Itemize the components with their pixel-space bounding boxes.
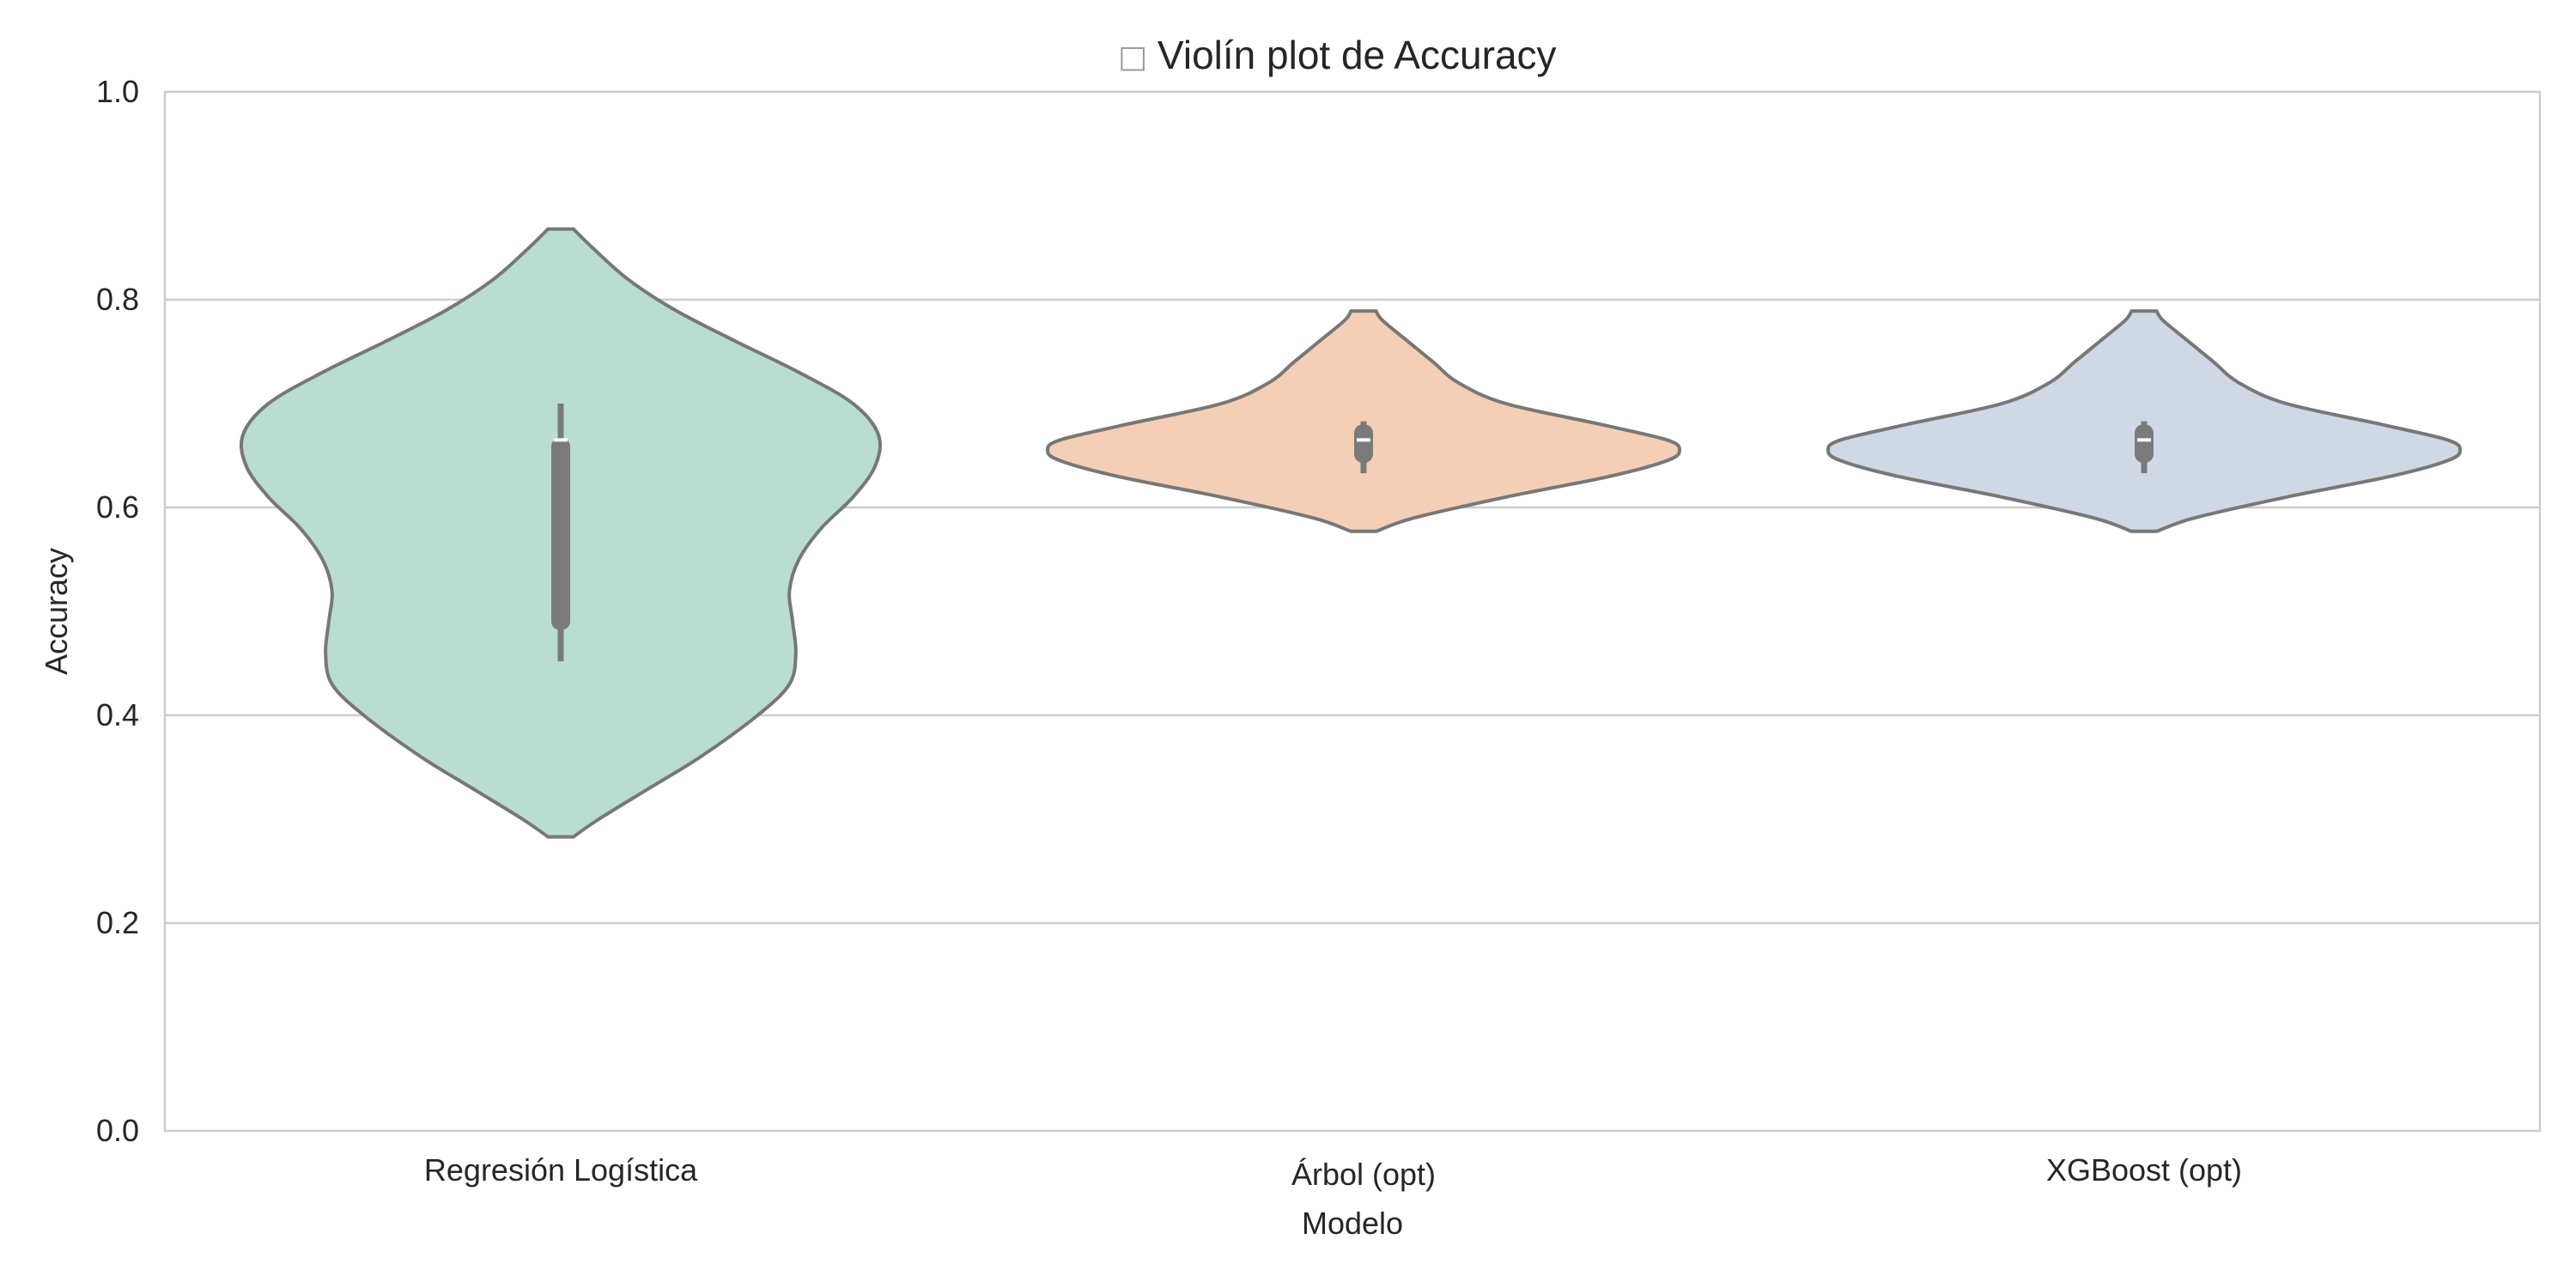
chart-title: □ Violín plot de Accuracy xyxy=(1118,33,1557,77)
chart-title-text: Violín plot de Accuracy xyxy=(1157,33,1557,77)
title-missing-glyph-icon: □ xyxy=(1118,39,1147,75)
iqr-box xyxy=(551,437,570,630)
inner-boxes xyxy=(551,404,2154,662)
x-tick-label: XGBoost (opt) xyxy=(2046,1152,2242,1188)
y-tick-label: 0.8 xyxy=(96,282,139,317)
x-tick-label: Árbol (opt) xyxy=(1291,1157,1436,1192)
y-tick-label: 0.2 xyxy=(96,905,139,940)
x-axis-label: Modelo xyxy=(1302,1206,1403,1241)
y-tick-label: 0.4 xyxy=(96,697,139,732)
plot-frame xyxy=(163,90,2542,1133)
violins xyxy=(239,227,2463,839)
iqr-box xyxy=(2135,424,2154,463)
violin-3 xyxy=(1826,309,2463,533)
y-tick-labels: 0.0 0.2 0.4 0.6 0.8 1.0 xyxy=(96,74,139,1148)
x-tick-label: Regresión Logística xyxy=(424,1152,698,1188)
y-tick-label: 0.6 xyxy=(96,489,139,525)
y-tick-label: 1.0 xyxy=(96,74,139,109)
violin-2 xyxy=(1045,309,1682,533)
iqr-box xyxy=(1354,424,1373,463)
y-axis-label: Accuracy xyxy=(39,548,74,675)
y-tick-label: 0.0 xyxy=(96,1113,139,1148)
x-tick-labels: Regresión Logística Árbol (opt) XGBoost (o… xyxy=(424,1152,2242,1192)
